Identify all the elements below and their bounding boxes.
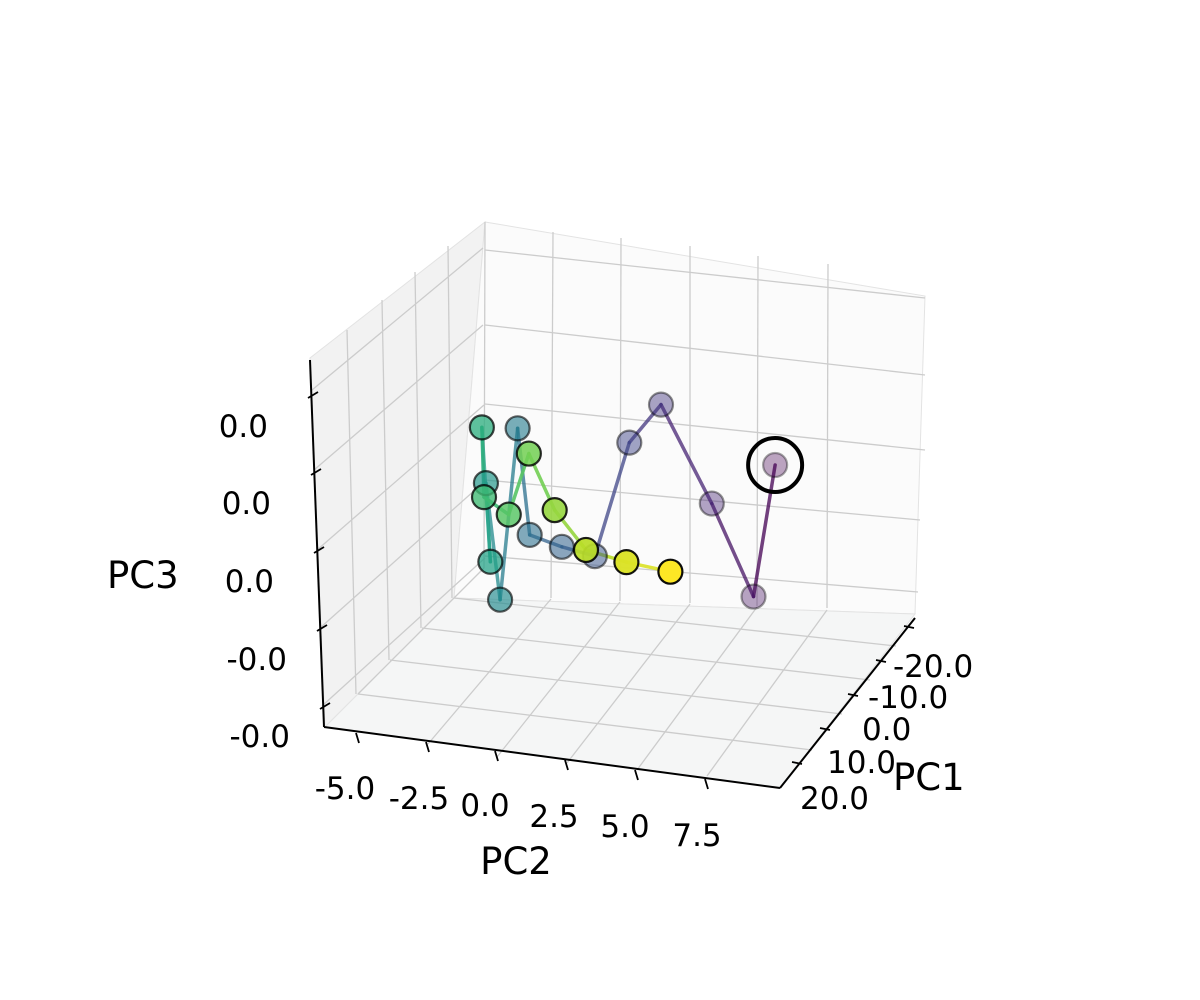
trajectory-point — [740, 583, 767, 610]
trajectory-point — [470, 484, 498, 511]
pc1-tick-label: -10.0 — [868, 680, 948, 716]
trajectory-point — [762, 451, 789, 479]
trajectory-point — [548, 533, 575, 560]
pc1-tick-label: -20.0 — [893, 649, 973, 685]
floor-grid-line — [357, 567, 485, 695]
pc2-tick — [494, 750, 499, 762]
pc3-tick — [319, 702, 331, 710]
start-highlight — [746, 435, 805, 494]
trajectory-segment — [659, 402, 714, 506]
pc1-tick — [791, 761, 803, 765]
trajectory-segment — [593, 440, 632, 558]
back-wall-grid-line — [619, 237, 622, 602]
pc2-axis-line — [323, 726, 781, 789]
pc2-tick-label: 5.0 — [600, 809, 649, 845]
pc2-tick — [425, 741, 430, 753]
trajectory-point — [495, 501, 522, 528]
trajectory-point — [541, 496, 568, 524]
trajectory-points — [468, 391, 789, 613]
pc3-tick-label: 0.0 — [225, 564, 274, 600]
trajectory-point — [613, 549, 640, 576]
pc3-tick-label: -0.0 — [230, 719, 291, 755]
pc1-tick — [847, 693, 859, 697]
floor-grid-line — [357, 693, 813, 751]
tick-labels: 0.0 0.0 0.0 -0.0 -0.0 -5.0 -2.5 0.0 2.5 … — [219, 409, 974, 854]
pc2-tick — [564, 759, 569, 771]
pc2-tick-label: -2.5 — [389, 781, 450, 817]
floor-grid-line — [636, 606, 758, 771]
pc3-axis-line — [309, 359, 325, 728]
left-wall-grid-line — [447, 245, 453, 599]
trajectory-point — [657, 558, 684, 585]
pc2-tick-label: 2.5 — [529, 799, 578, 835]
trajectory-point — [616, 429, 643, 456]
trajectory-segment — [751, 463, 777, 599]
pc2-tick — [355, 732, 360, 744]
left-wall-grid-line — [346, 329, 357, 695]
pc1-tick — [875, 659, 887, 663]
floor-grid-line — [421, 627, 871, 681]
back-wall-grid-line — [484, 403, 926, 451]
back-wall-grid-line — [756, 255, 759, 607]
left-wall-grid-line — [321, 557, 486, 707]
pc1-tick-label: 20.0 — [800, 781, 869, 817]
pc2-tick — [634, 769, 639, 781]
floor-grid-line — [389, 659, 843, 715]
pc3-tick — [313, 546, 325, 554]
left-wall-grid-line — [316, 404, 485, 551]
axes-panes — [309, 220, 926, 789]
pc3-tick-label: 0.0 — [219, 409, 268, 445]
pc1-tick-label: 0.0 — [862, 712, 911, 748]
pc1-axis-label: PC1 — [893, 756, 965, 799]
axis-lines — [309, 359, 916, 789]
trajectory-point — [515, 440, 542, 467]
floor-grid-line — [706, 609, 828, 777]
axis-labels: PC3 PC2 PC1 — [107, 554, 965, 883]
left-wall-grid-line — [313, 324, 484, 471]
pc3-tick — [310, 468, 322, 476]
back-wall-grid-line — [484, 555, 919, 593]
floor-grid-line — [453, 597, 897, 647]
trajectory-point — [468, 414, 495, 441]
pc3-tick-label: 0.0 — [222, 486, 271, 522]
left-wall-grid-line — [414, 271, 422, 629]
back-wall-grid-line — [484, 479, 921, 521]
pc2-tick — [704, 778, 709, 790]
trajectory-point — [698, 490, 725, 517]
pc3-tick — [307, 391, 319, 399]
left-wall-grid-line — [319, 481, 485, 629]
trajectory-point — [516, 521, 543, 548]
highlight-ring — [746, 435, 805, 494]
back-wall-grid-line — [550, 231, 554, 599]
left-wall-grid-line — [311, 247, 484, 391]
trajectory-point — [647, 391, 675, 418]
trajectory-point — [486, 586, 514, 613]
pc2-axis-label: PC2 — [480, 840, 552, 883]
pc1-tick — [819, 727, 831, 731]
trajectory-point — [572, 536, 600, 564]
pc1-axis-line — [779, 617, 916, 789]
pc2-tick-label: 7.5 — [672, 818, 721, 854]
trajectory-point — [477, 548, 504, 575]
gridlines — [311, 221, 926, 777]
pc1-tick — [903, 625, 915, 629]
pc3-tick — [316, 624, 328, 632]
pc3-tick-label: -0.0 — [227, 642, 288, 678]
trajectory-segment — [627, 402, 663, 445]
back-wall-grid-line — [483, 221, 486, 569]
back-wall-grid-line — [484, 324, 926, 376]
floor-grid-line — [566, 603, 691, 764]
trajectory-segment — [710, 501, 756, 599]
pc3-axis-label: PC3 — [107, 554, 179, 597]
back-wall-grid-line — [826, 263, 829, 609]
pc2-tick-label: 0.0 — [460, 788, 509, 824]
trajectory-point — [504, 415, 531, 442]
tick-marks — [307, 391, 915, 790]
left-wall-grid-line — [381, 299, 390, 661]
pc2-tick-label: -5.0 — [315, 771, 376, 807]
back-wall-grid-line — [484, 249, 926, 299]
pc1-tick-label: 10.0 — [827, 745, 896, 781]
